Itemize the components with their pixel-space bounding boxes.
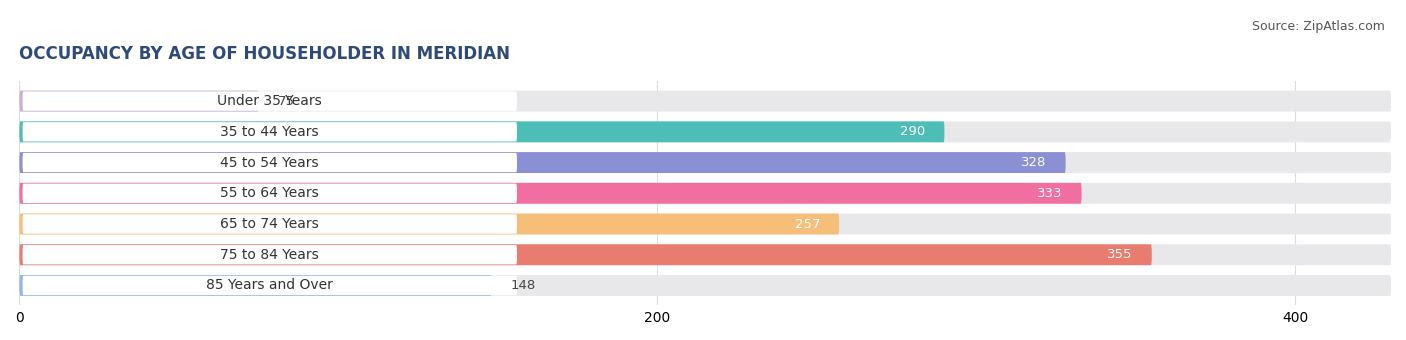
FancyBboxPatch shape: [20, 183, 1391, 204]
Text: 333: 333: [1038, 187, 1063, 200]
Text: 65 to 74 Years: 65 to 74 Years: [221, 217, 319, 231]
FancyBboxPatch shape: [20, 183, 1081, 204]
Text: 75 to 84 Years: 75 to 84 Years: [221, 248, 319, 262]
FancyBboxPatch shape: [20, 244, 1391, 265]
FancyBboxPatch shape: [22, 214, 517, 234]
FancyBboxPatch shape: [20, 91, 259, 112]
FancyBboxPatch shape: [20, 275, 1391, 296]
Text: 148: 148: [510, 279, 536, 292]
Text: 35 to 44 Years: 35 to 44 Years: [221, 125, 319, 139]
Text: Source: ZipAtlas.com: Source: ZipAtlas.com: [1251, 20, 1385, 33]
FancyBboxPatch shape: [22, 122, 517, 141]
Text: 55 to 64 Years: 55 to 64 Years: [221, 186, 319, 200]
FancyBboxPatch shape: [20, 121, 1391, 142]
FancyBboxPatch shape: [22, 276, 517, 295]
FancyBboxPatch shape: [22, 245, 517, 265]
Text: 355: 355: [1107, 248, 1133, 261]
FancyBboxPatch shape: [20, 244, 1152, 265]
Text: OCCUPANCY BY AGE OF HOUSEHOLDER IN MERIDIAN: OCCUPANCY BY AGE OF HOUSEHOLDER IN MERID…: [20, 45, 510, 63]
Text: 328: 328: [1021, 156, 1046, 169]
FancyBboxPatch shape: [22, 153, 517, 172]
Text: 290: 290: [900, 125, 925, 138]
Text: 85 Years and Over: 85 Years and Over: [207, 278, 333, 292]
FancyBboxPatch shape: [20, 91, 1391, 112]
FancyBboxPatch shape: [22, 184, 517, 203]
Text: 45 to 54 Years: 45 to 54 Years: [221, 156, 319, 170]
Text: 75: 75: [278, 95, 295, 108]
FancyBboxPatch shape: [20, 152, 1066, 173]
Text: 257: 257: [794, 218, 820, 231]
FancyBboxPatch shape: [20, 214, 839, 235]
FancyBboxPatch shape: [20, 121, 945, 142]
FancyBboxPatch shape: [20, 275, 492, 296]
FancyBboxPatch shape: [20, 214, 1391, 235]
Text: Under 35 Years: Under 35 Years: [218, 94, 322, 108]
FancyBboxPatch shape: [20, 152, 1391, 173]
FancyBboxPatch shape: [22, 91, 517, 111]
